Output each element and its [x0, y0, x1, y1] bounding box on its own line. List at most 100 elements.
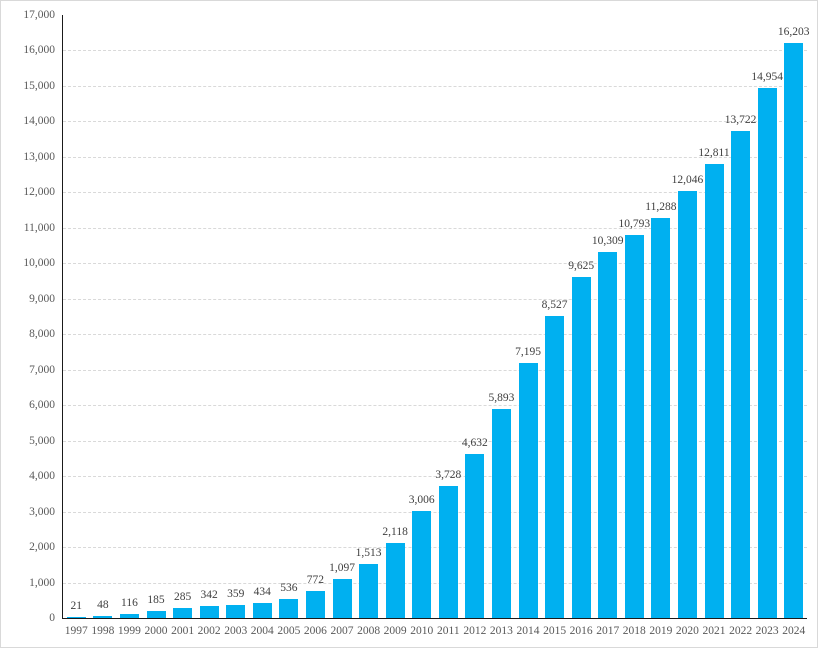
gridline — [63, 582, 807, 584]
y-axis-tick-label: 9,000 — [29, 292, 55, 305]
bar-2023 — [757, 87, 777, 618]
x-axis-tick-label-2015: 2015 — [543, 625, 567, 637]
bar-2001 — [173, 607, 193, 618]
gridline — [63, 440, 807, 442]
bar-value-label-2001: 285 — [173, 590, 192, 603]
y-axis-tick-label: 5,000 — [29, 434, 55, 447]
x-axis-tick-label-1997: 1997 — [64, 625, 88, 637]
x-axis-tick-label-2013: 2013 — [489, 625, 513, 637]
x-axis-tick-label-2005: 2005 — [277, 625, 301, 637]
gridline — [63, 192, 807, 194]
x-axis-tick-label-2001: 2001 — [171, 625, 195, 637]
y-axis-tick-label: 14,000 — [23, 115, 55, 128]
bar-value-label-2008: 1,513 — [355, 547, 382, 560]
gridline — [63, 369, 807, 371]
bar-value-label-2006: 772 — [306, 573, 325, 586]
bar-2010 — [412, 511, 432, 618]
bar-2012 — [465, 453, 485, 618]
bar-value-label-1998: 48 — [97, 599, 109, 612]
bar-2019 — [651, 217, 671, 618]
bar-value-label-2023: 14,954 — [751, 70, 783, 83]
y-axis-tick-label: 0 — [49, 612, 55, 624]
bar-value-label-1999: 116 — [121, 596, 138, 609]
x-axis-tick-label-2002: 2002 — [197, 625, 221, 637]
x-axis-tick-label-2007: 2007 — [330, 625, 354, 637]
bar-2015 — [545, 315, 565, 618]
x-axis-tick-label-2019: 2019 — [649, 625, 673, 637]
x-axis-tick-label-2009: 2009 — [383, 625, 407, 637]
bar-2009 — [385, 542, 405, 618]
y-axis-tick-label: 12,000 — [23, 186, 55, 199]
y-axis-tick-label: 8,000 — [29, 328, 55, 341]
bar-value-label-2019: 11,288 — [645, 200, 677, 213]
x-axis-tick-label-2000: 2000 — [144, 625, 168, 637]
y-axis-tick-label: 3,000 — [29, 505, 55, 518]
bar-2016 — [571, 276, 591, 618]
bar-value-label-2020: 12,046 — [671, 173, 704, 186]
bar-2021 — [704, 163, 724, 618]
bar-2000 — [146, 611, 166, 618]
bar-2024 — [784, 43, 804, 618]
bar-1999 — [119, 613, 139, 618]
bar-value-label-2016: 9,625 — [568, 259, 595, 272]
bar-2018 — [624, 235, 644, 618]
x-axis-tick-label-2016: 2016 — [569, 625, 593, 637]
x-axis-tick-label-2014: 2014 — [516, 625, 540, 637]
y-axis-tick-label: 17,000 — [23, 9, 55, 21]
bar-value-label-2004: 434 — [253, 585, 271, 598]
y-axis-tick-label: 6,000 — [29, 399, 55, 412]
bar-value-label-2018: 10,793 — [618, 218, 651, 231]
gridline — [63, 85, 807, 87]
bar-value-label-2009: 2,118 — [382, 525, 408, 538]
bar-2002 — [199, 605, 219, 618]
y-axis-tick-label: 11,000 — [23, 221, 55, 234]
bar-value-label-1997: 21 — [70, 600, 83, 613]
bar-2003 — [226, 605, 246, 618]
x-axis-tick-label-2011: 2011 — [436, 625, 460, 637]
bar-2020 — [677, 190, 697, 618]
bar-1998 — [93, 616, 113, 618]
x-axis-tick-label-2023: 2023 — [755, 625, 779, 637]
bar-2013 — [491, 408, 511, 618]
x-axis-tick-label-1998: 1998 — [91, 625, 115, 637]
x-axis-tick-label-2024: 2024 — [782, 625, 806, 637]
bar-value-label-2014: 7,195 — [515, 345, 541, 358]
x-axis-tick-label-2021: 2021 — [702, 625, 726, 637]
gridline — [63, 50, 807, 52]
bar-value-label-2000: 185 — [147, 594, 165, 607]
bar-value-label-2024: 16,203 — [777, 26, 810, 39]
bar-value-label-2013: 5,893 — [488, 391, 515, 404]
x-axis-tick-label-2004: 2004 — [250, 625, 274, 637]
x-axis-tick-label-2018: 2018 — [622, 625, 646, 637]
bar-value-label-2002: 342 — [200, 588, 218, 601]
bar-value-label-2011: 3,728 — [435, 468, 462, 481]
bar-value-label-2007: 1,097 — [329, 562, 355, 575]
y-axis-tick-label: 1,000 — [29, 576, 55, 589]
bar-2022 — [731, 131, 751, 618]
x-axis-line — [62, 618, 807, 619]
bar-value-label-2015: 8,527 — [541, 298, 568, 311]
gridline — [63, 476, 807, 478]
y-axis-tick-label: 2,000 — [29, 541, 55, 554]
x-axis-tick-label-2003: 2003 — [224, 625, 248, 637]
x-axis-tick-label-2020: 2020 — [675, 625, 699, 637]
bar-value-label-2022: 13,722 — [724, 114, 757, 127]
y-axis-tick-label: 4,000 — [29, 470, 55, 483]
x-axis-tick-label-2006: 2006 — [303, 625, 327, 637]
gridline — [63, 298, 807, 300]
x-axis-tick-label-2008: 2008 — [357, 625, 381, 637]
bar-2006 — [305, 590, 325, 618]
bar-value-label-2010: 3,006 — [408, 494, 435, 507]
bar-2017 — [598, 252, 618, 618]
gridline — [63, 511, 807, 513]
x-axis-tick-label-2010: 2010 — [410, 625, 434, 637]
bar-2011 — [438, 485, 458, 618]
gridline — [63, 334, 807, 336]
bar-value-label-2005: 536 — [280, 581, 298, 594]
y-axis-tick-label: 13,000 — [23, 150, 55, 163]
y-axis-tick-label: 7,000 — [29, 363, 55, 376]
bar-2004 — [252, 602, 272, 618]
x-axis-tick-label-2017: 2017 — [596, 625, 620, 637]
bar-1997 — [66, 617, 86, 618]
